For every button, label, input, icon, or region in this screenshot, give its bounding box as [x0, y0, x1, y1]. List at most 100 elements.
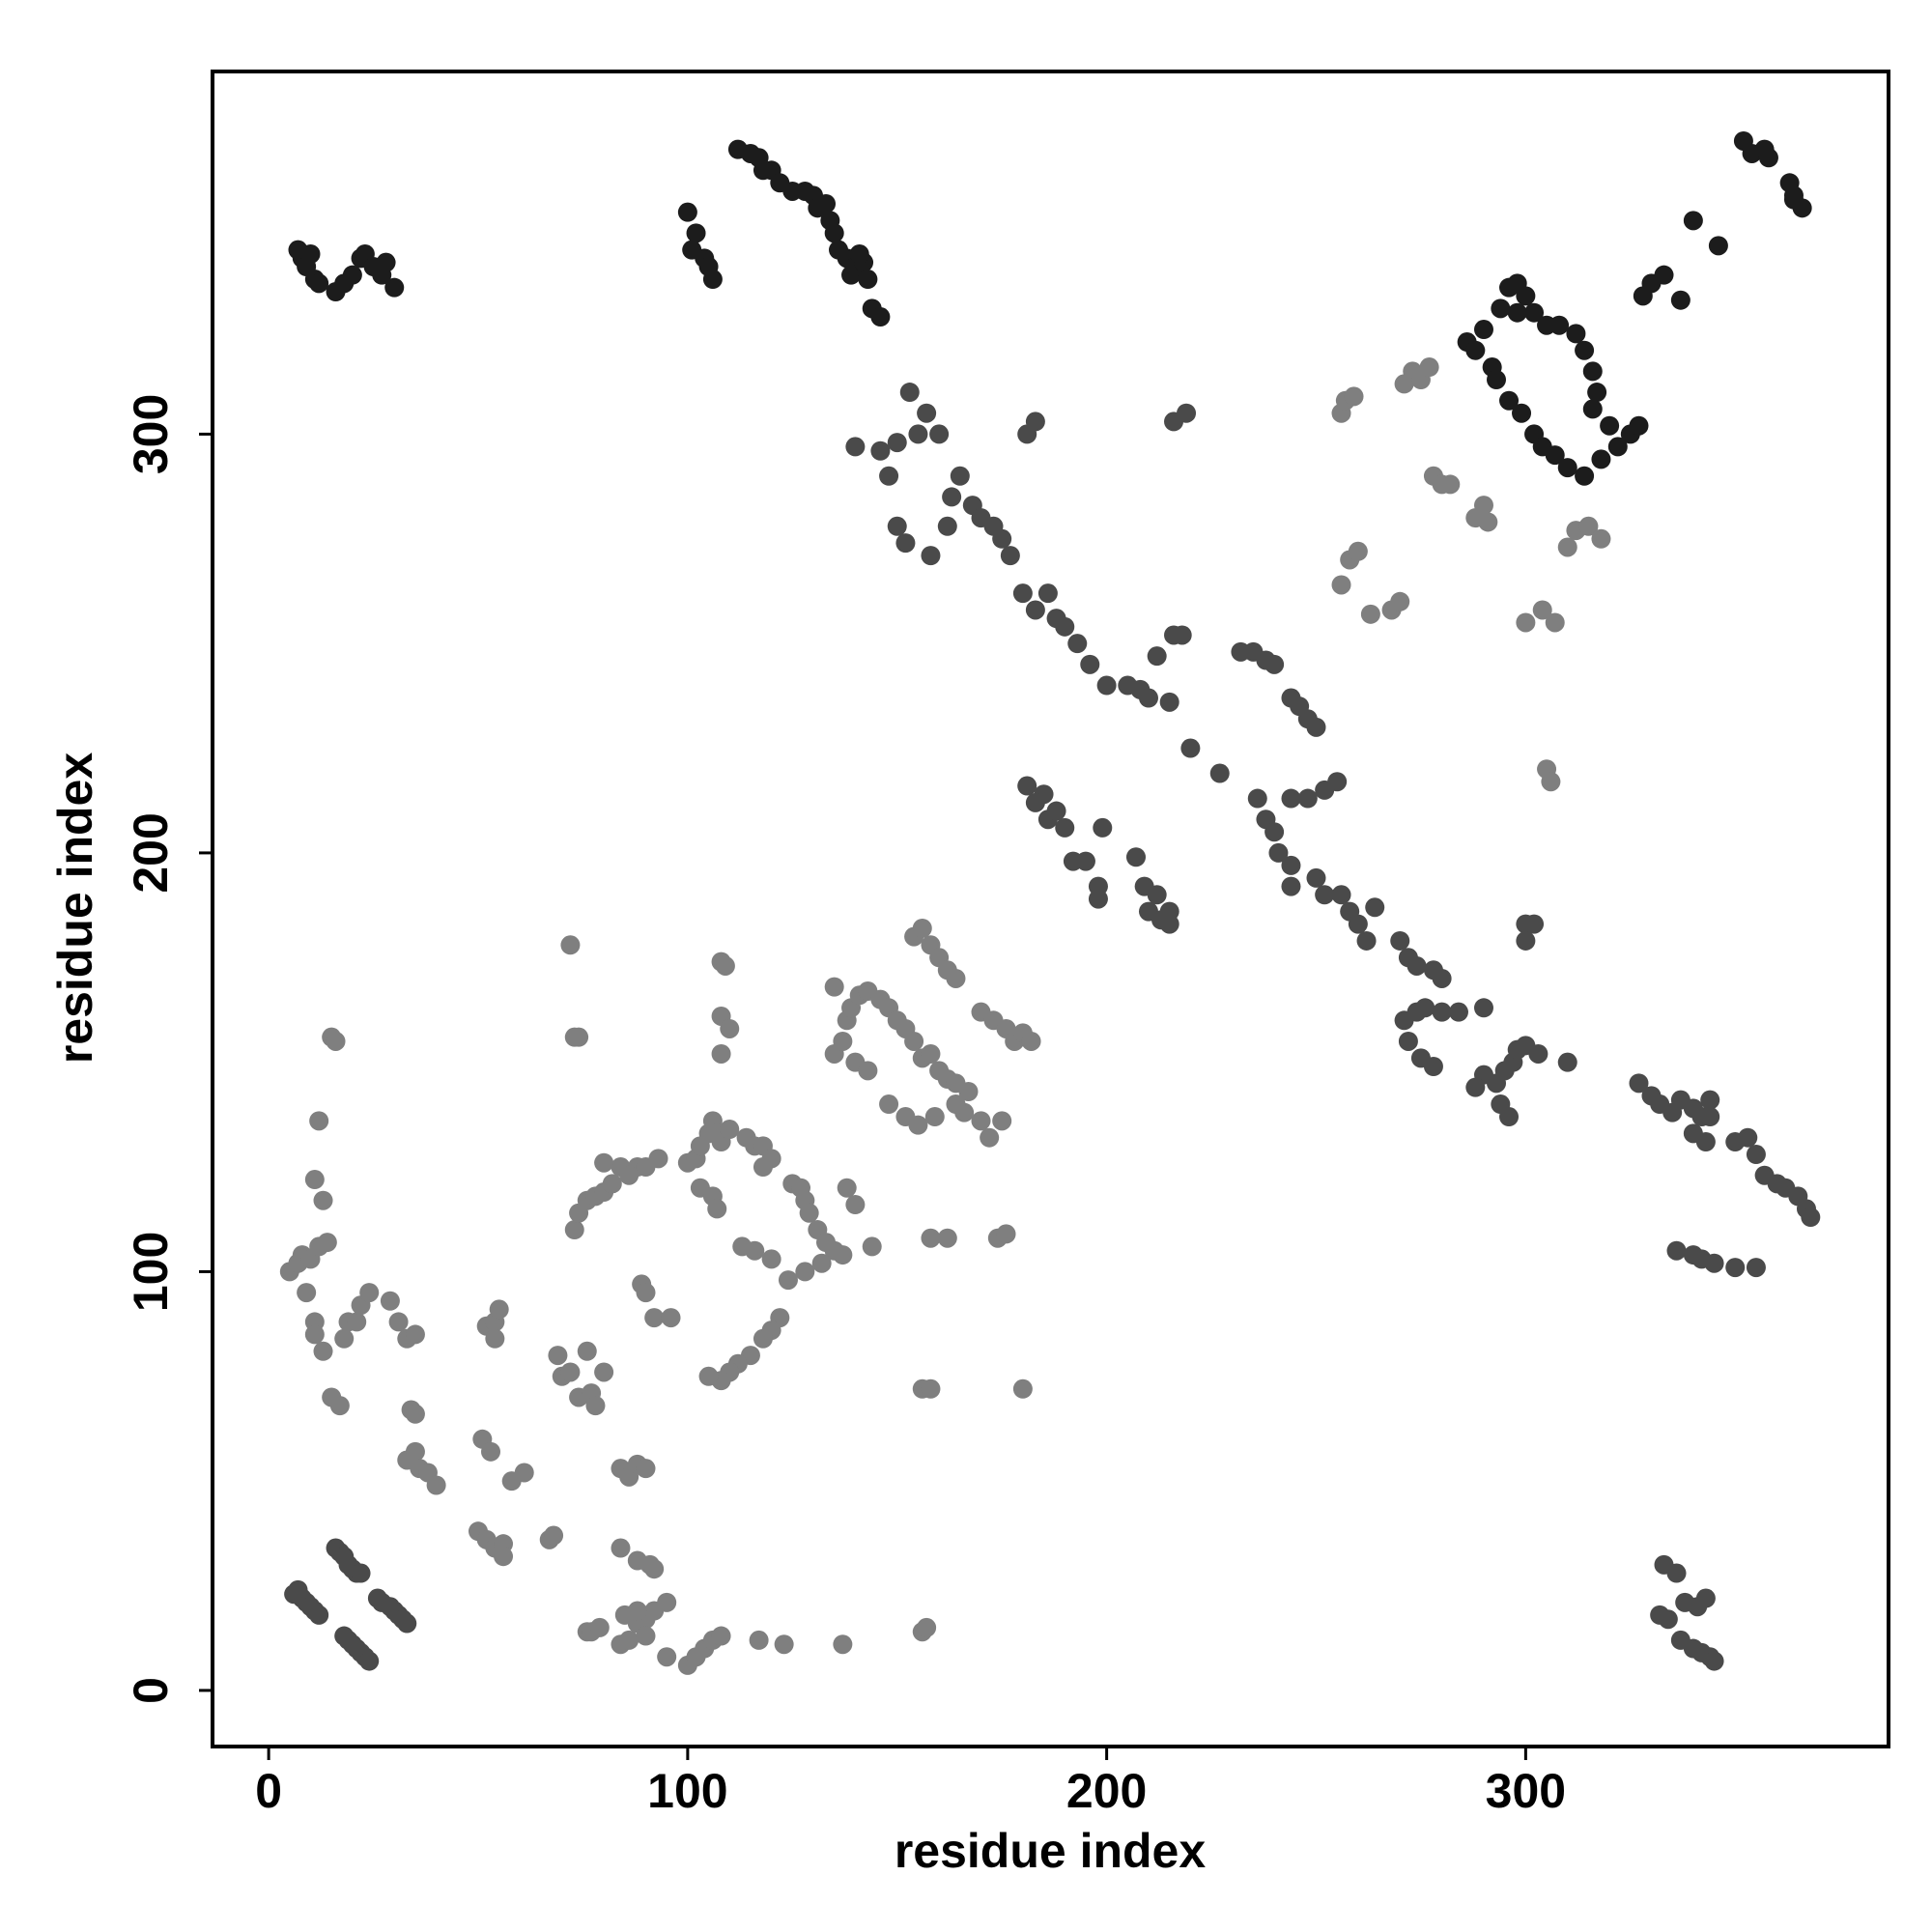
x-axis-label: residue index [895, 1824, 1207, 1878]
point [426, 1475, 446, 1495]
point [946, 968, 966, 988]
point [1177, 403, 1197, 423]
point [1147, 885, 1167, 905]
point [1507, 1039, 1527, 1060]
point [1448, 1002, 1468, 1022]
point [1360, 604, 1380, 624]
point [1537, 315, 1557, 335]
point [1528, 1043, 1548, 1064]
point [1021, 1031, 1041, 1051]
point [1415, 998, 1435, 1018]
point [351, 1563, 371, 1583]
point [1017, 776, 1037, 796]
point [720, 1018, 740, 1038]
point [1264, 822, 1285, 842]
point [1683, 211, 1703, 231]
point [1607, 437, 1628, 457]
x-tick-label: 200 [1066, 1764, 1147, 1818]
point [971, 1111, 991, 1131]
point [1499, 1107, 1520, 1127]
point [895, 533, 916, 554]
point [1423, 1056, 1443, 1076]
point [1025, 792, 1045, 812]
y-tick-label: 100 [124, 1232, 178, 1312]
point [1473, 998, 1493, 1018]
point [917, 1617, 937, 1637]
point [1180, 738, 1201, 758]
point [1055, 616, 1075, 637]
point [862, 1236, 882, 1257]
point [904, 1031, 924, 1051]
plot-frame [211, 70, 1890, 1748]
point [1327, 772, 1348, 792]
point [702, 270, 723, 290]
point [1281, 876, 1301, 896]
point [359, 1651, 380, 1671]
point [833, 1245, 853, 1265]
y-tick-label: 0 [124, 1677, 178, 1704]
point [297, 1283, 317, 1303]
point [594, 1152, 614, 1173]
point [870, 307, 891, 327]
point [921, 1378, 941, 1399]
point [1088, 889, 1108, 909]
point [1758, 148, 1778, 168]
point [845, 437, 866, 457]
point [849, 244, 869, 265]
point [317, 1233, 337, 1253]
point [611, 1538, 631, 1558]
point [304, 1170, 325, 1190]
point [1666, 1240, 1687, 1261]
point [753, 1157, 773, 1178]
point [1738, 1127, 1758, 1148]
x-tick-label: 0 [255, 1764, 282, 1818]
point [837, 1178, 857, 1198]
point [1247, 788, 1267, 809]
point [585, 1396, 606, 1416]
point [958, 1082, 979, 1102]
point [1012, 583, 1033, 604]
point [1499, 390, 1520, 411]
point [405, 1404, 425, 1424]
point [1557, 1052, 1577, 1072]
point [1390, 930, 1410, 951]
point [720, 1120, 740, 1140]
point [388, 1312, 409, 1332]
point [1695, 1132, 1716, 1152]
point [494, 1547, 514, 1567]
point [992, 1111, 1012, 1131]
point [980, 1127, 1000, 1148]
point [1545, 445, 1565, 466]
point [485, 1328, 505, 1349]
point [1512, 403, 1532, 423]
point [824, 223, 844, 243]
point [1633, 286, 1653, 306]
point [1398, 1031, 1418, 1051]
point [313, 1190, 333, 1210]
point [1700, 1107, 1720, 1127]
point [1557, 537, 1577, 557]
point [1264, 654, 1285, 674]
point [342, 265, 362, 285]
point [824, 977, 844, 997]
point [334, 1328, 355, 1349]
point [1524, 914, 1545, 934]
point [749, 1630, 769, 1650]
point [879, 1094, 899, 1115]
point [560, 935, 581, 955]
point [1666, 1563, 1687, 1583]
point [1348, 541, 1368, 561]
point [711, 1626, 731, 1646]
point [698, 1366, 719, 1386]
point [879, 466, 899, 486]
point [594, 1362, 614, 1382]
point [648, 1149, 668, 1169]
point [778, 1270, 798, 1291]
point [1356, 930, 1377, 951]
point [564, 1220, 584, 1240]
point [1390, 591, 1410, 611]
point [1055, 817, 1075, 838]
point [799, 1203, 819, 1223]
point [1591, 528, 1611, 549]
